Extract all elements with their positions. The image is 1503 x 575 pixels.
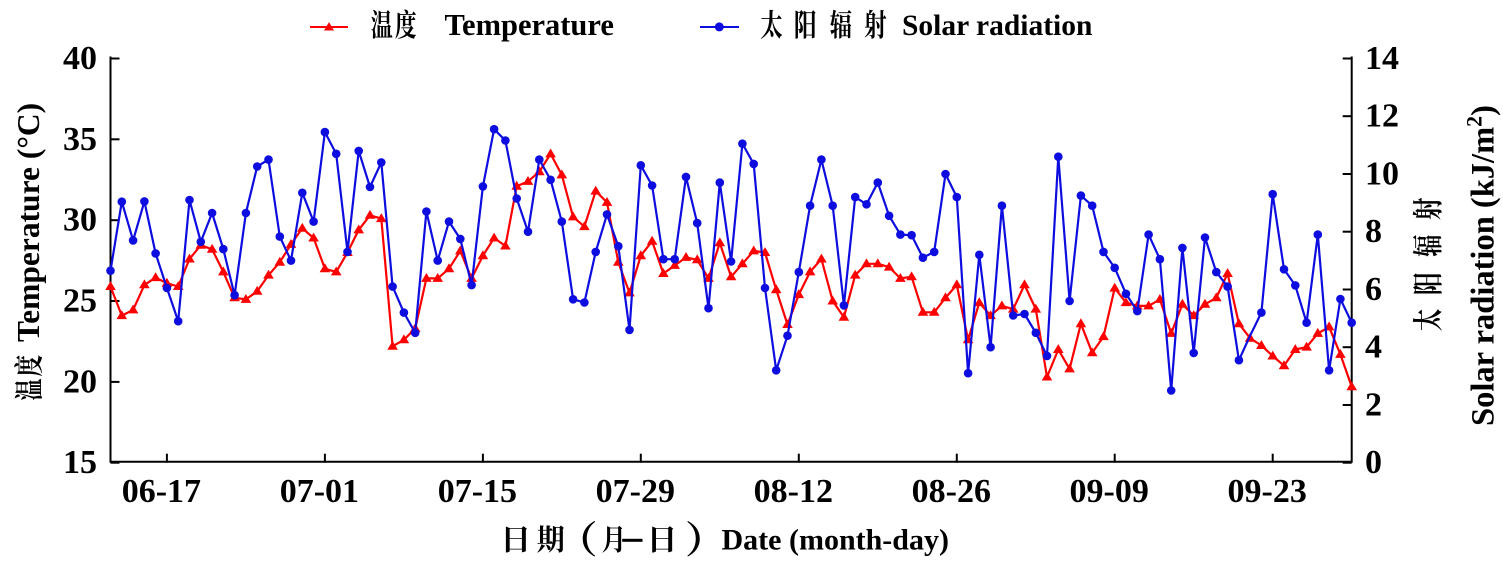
svg-text:30: 30 (63, 202, 97, 239)
svg-text:12: 12 (1365, 98, 1399, 135)
svg-text:8: 8 (1365, 213, 1382, 250)
svg-text:40: 40 (63, 40, 97, 77)
svg-text:07-29: 07-29 (596, 473, 675, 510)
svg-text:20: 20 (63, 363, 97, 400)
svg-text:09-09: 09-09 (1070, 473, 1149, 510)
svg-text:10: 10 (1365, 156, 1399, 193)
svg-text:15: 15 (63, 444, 97, 481)
svg-text:06-17: 06-17 (122, 473, 201, 510)
svg-text:Temperature (°C): Temperature (°C) (11, 103, 46, 342)
svg-text:08-12: 08-12 (754, 473, 833, 510)
svg-text:6: 6 (1365, 271, 1382, 308)
svg-text:Date (month-day): Date (month-day) (722, 524, 949, 557)
svg-text:07-15: 07-15 (438, 473, 517, 510)
svg-text:35: 35 (63, 121, 97, 158)
svg-text:2: 2 (1365, 387, 1382, 424)
svg-text:08-26: 08-26 (912, 473, 991, 510)
svg-text:09-23: 09-23 (1228, 473, 1307, 510)
svg-text:4: 4 (1365, 329, 1382, 366)
svg-text:Solar radiation (kJ/m2): Solar radiation (kJ/m2) (1462, 105, 1502, 426)
svg-text:Temperature: Temperature (445, 8, 614, 42)
svg-text:Solar radiation: Solar radiation (902, 10, 1092, 42)
svg-text:07-01: 07-01 (280, 473, 359, 510)
svg-text:0: 0 (1365, 444, 1382, 481)
svg-text:25: 25 (63, 283, 97, 320)
svg-text:14: 14 (1365, 40, 1399, 77)
